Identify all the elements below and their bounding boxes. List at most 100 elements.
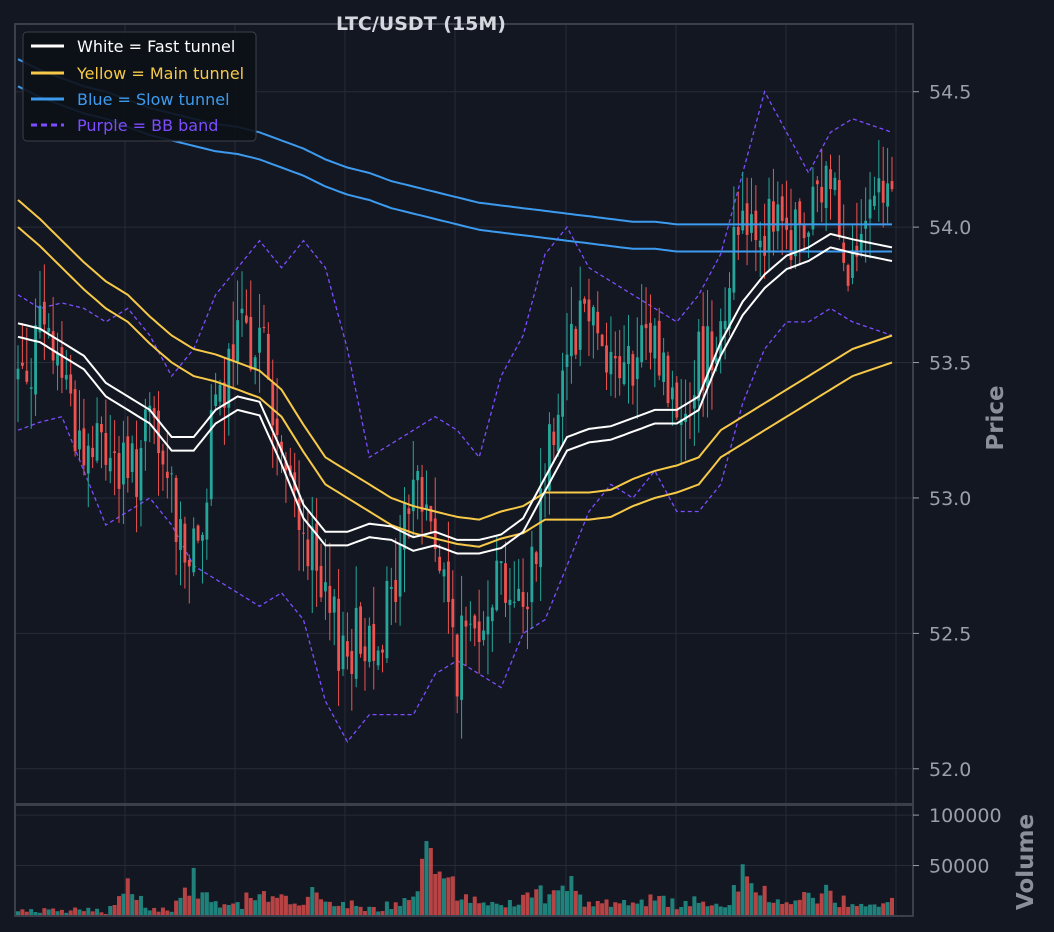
- candle-body: [205, 502, 209, 540]
- volume-bar: [490, 901, 495, 916]
- volume-bar: [33, 912, 38, 916]
- volume-bar: [314, 892, 319, 916]
- candle-body: [95, 423, 99, 461]
- volume-bar: [727, 905, 732, 916]
- volume-bar: [424, 841, 429, 916]
- candle-body: [429, 505, 433, 522]
- candle-body: [214, 394, 218, 407]
- volume-bar: [459, 899, 464, 916]
- volume-bar: [824, 884, 829, 916]
- volume-bar: [288, 904, 293, 916]
- candle-body: [69, 374, 73, 394]
- candle-body: [763, 235, 767, 256]
- volume-bar: [494, 903, 499, 916]
- volume-bar: [20, 909, 25, 916]
- volume-bar: [389, 909, 394, 916]
- volume-bar: [564, 891, 569, 916]
- candle-body: [306, 539, 310, 567]
- candle-body: [244, 315, 248, 323]
- candle-body: [447, 561, 450, 603]
- volume-bar: [68, 910, 73, 916]
- volume-bar: [336, 905, 341, 916]
- candle-body: [640, 325, 644, 363]
- candle-body: [468, 623, 472, 625]
- volume-bar: [819, 893, 824, 916]
- candle-body: [319, 565, 323, 598]
- main-tunnel-upper: [17, 199, 893, 521]
- volume-bar: [384, 901, 389, 916]
- volume-bar: [182, 887, 187, 916]
- candle-body: [425, 504, 428, 510]
- volume-bar: [731, 885, 736, 916]
- candle-body: [359, 606, 362, 654]
- candle-body: [86, 445, 90, 474]
- candle-body: [499, 561, 503, 564]
- candle-body: [574, 328, 578, 355]
- volume-bar: [327, 901, 332, 916]
- legend-label-bb: Purple = BB band: [77, 116, 218, 135]
- candle-body: [741, 210, 745, 231]
- candle-body: [745, 203, 749, 235]
- candle-body: [671, 387, 674, 400]
- candle-body: [666, 355, 670, 404]
- candle-body: [60, 347, 64, 378]
- candle-body: [622, 362, 626, 384]
- candle-body: [266, 333, 270, 380]
- volume-bar: [784, 902, 789, 916]
- volume-bar: [573, 890, 578, 916]
- candle-body: [381, 649, 384, 653]
- candle-body: [302, 532, 305, 534]
- candle-body: [736, 227, 740, 235]
- volume-bar: [780, 903, 785, 916]
- candle-body: [170, 473, 174, 475]
- price-tick-label: 52.0: [929, 759, 971, 781]
- volume-bar: [890, 897, 894, 916]
- volume-tick-label: 50000: [929, 856, 989, 878]
- candle-body: [833, 177, 837, 191]
- candle-body: [534, 552, 538, 565]
- volume-bar: [745, 876, 750, 916]
- candle-body: [174, 477, 178, 543]
- volume-bar: [358, 906, 363, 916]
- volume-bar: [547, 894, 552, 916]
- legend-box: [22, 31, 257, 142]
- volume-bar: [762, 885, 767, 916]
- volume-bar: [103, 913, 108, 916]
- fast-tunnel-lower: [17, 246, 893, 555]
- candle-body: [47, 327, 51, 332]
- volume-bar: [749, 883, 754, 916]
- candle-body: [161, 450, 165, 465]
- volume-bar: [165, 910, 170, 916]
- volume-bar: [406, 900, 411, 916]
- candle-body: [297, 498, 301, 531]
- volume-bar: [108, 906, 113, 916]
- volume-bar: [160, 907, 165, 916]
- volume-bar: [525, 892, 530, 916]
- volume-bar: [622, 899, 627, 916]
- candle-body: [758, 240, 762, 248]
- candle-body: [477, 621, 481, 642]
- volume-bar: [46, 909, 51, 916]
- volume-bar: [481, 902, 486, 916]
- candle-body: [253, 357, 257, 370]
- candle-body: [280, 441, 283, 453]
- volume-bar: [569, 876, 574, 916]
- volume-bar: [420, 858, 425, 916]
- candle-body: [548, 424, 551, 491]
- volume-bar: [191, 867, 196, 916]
- volume-bar: [73, 907, 78, 916]
- candle-body: [78, 430, 81, 450]
- volume-bar: [591, 906, 596, 916]
- candle-body: [372, 624, 376, 661]
- candle-body: [271, 382, 275, 426]
- candle-body: [824, 165, 828, 208]
- volume-bar: [174, 900, 179, 916]
- candle-body: [341, 635, 345, 670]
- volume-bar: [485, 905, 490, 916]
- candle-body: [420, 477, 424, 512]
- candle-body: [495, 560, 499, 611]
- candle-body: [587, 299, 591, 322]
- candle-body: [367, 625, 371, 662]
- candle-body: [328, 585, 332, 613]
- volume-bar: [121, 893, 126, 916]
